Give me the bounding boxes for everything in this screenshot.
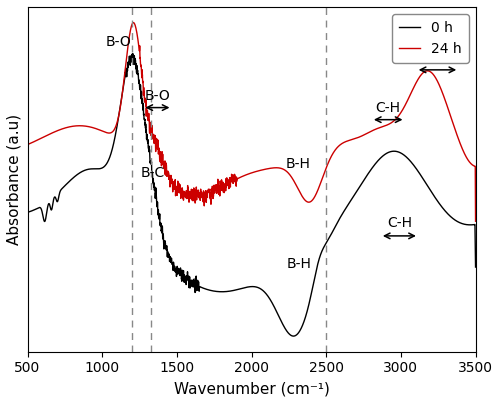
Text: B-H: B-H xyxy=(286,158,310,171)
0 h xyxy=(76,171,82,176)
0 h xyxy=(464,222,470,227)
0 h xyxy=(102,163,108,168)
Text: B-C: B-C xyxy=(141,166,166,181)
X-axis label: Wavenumber (cm⁻¹): Wavenumber (cm⁻¹) xyxy=(174,381,330,396)
Text: B-OH: B-OH xyxy=(420,51,456,65)
24 h xyxy=(196,195,202,199)
0 h xyxy=(290,334,296,339)
Text: C-H: C-H xyxy=(376,101,400,115)
Line: 24 h: 24 h xyxy=(28,23,475,238)
0 h xyxy=(24,269,30,274)
0 h xyxy=(472,265,478,270)
24 h xyxy=(472,219,478,224)
24 h xyxy=(416,76,422,81)
0 h xyxy=(130,51,136,56)
Text: C-H: C-H xyxy=(387,216,412,230)
Line: 0 h: 0 h xyxy=(28,54,475,336)
Text: B-H: B-H xyxy=(287,257,312,271)
24 h xyxy=(24,235,30,240)
24 h xyxy=(216,192,222,197)
24 h xyxy=(464,156,470,160)
0 h xyxy=(416,170,422,175)
Legend: 0 h, 24 h: 0 h, 24 h xyxy=(392,14,468,63)
Y-axis label: Absorbance (a.u): Absorbance (a.u) xyxy=(7,114,22,245)
24 h xyxy=(102,130,108,135)
Text: B-O: B-O xyxy=(106,35,132,49)
Text: B-O: B-O xyxy=(144,89,171,103)
0 h xyxy=(216,289,222,294)
24 h xyxy=(130,20,136,25)
0 h xyxy=(196,284,202,289)
24 h xyxy=(76,123,82,128)
